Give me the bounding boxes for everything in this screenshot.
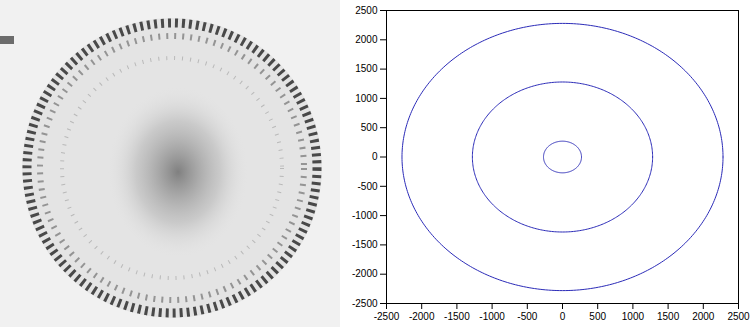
svg-text:0: 0	[372, 151, 378, 162]
svg-text:2500: 2500	[355, 5, 378, 16]
svg-text:2500: 2500	[727, 311, 750, 322]
svg-text:2000: 2000	[692, 311, 715, 322]
svg-text:2000: 2000	[355, 34, 378, 45]
svg-text:1000: 1000	[622, 311, 645, 322]
svg-text:-2500: -2500	[352, 298, 378, 309]
svg-text:-2500: -2500	[374, 311, 400, 322]
svg-text:1500: 1500	[657, 311, 680, 322]
svg-text:0: 0	[560, 311, 566, 322]
svg-text:-2000: -2000	[409, 311, 435, 322]
svg-text:-500: -500	[517, 311, 537, 322]
svg-text:-500: -500	[357, 181, 377, 192]
svg-text:-2000: -2000	[352, 268, 378, 279]
svg-text:-1500: -1500	[444, 311, 470, 322]
svg-text:500: 500	[361, 122, 378, 133]
svg-text:1000: 1000	[355, 93, 378, 104]
svg-text:500: 500	[589, 311, 606, 322]
svg-text:1500: 1500	[355, 63, 378, 74]
svg-text:-1500: -1500	[352, 239, 378, 250]
svg-text:-1000: -1000	[352, 210, 378, 221]
svg-text:-1000: -1000	[479, 311, 505, 322]
